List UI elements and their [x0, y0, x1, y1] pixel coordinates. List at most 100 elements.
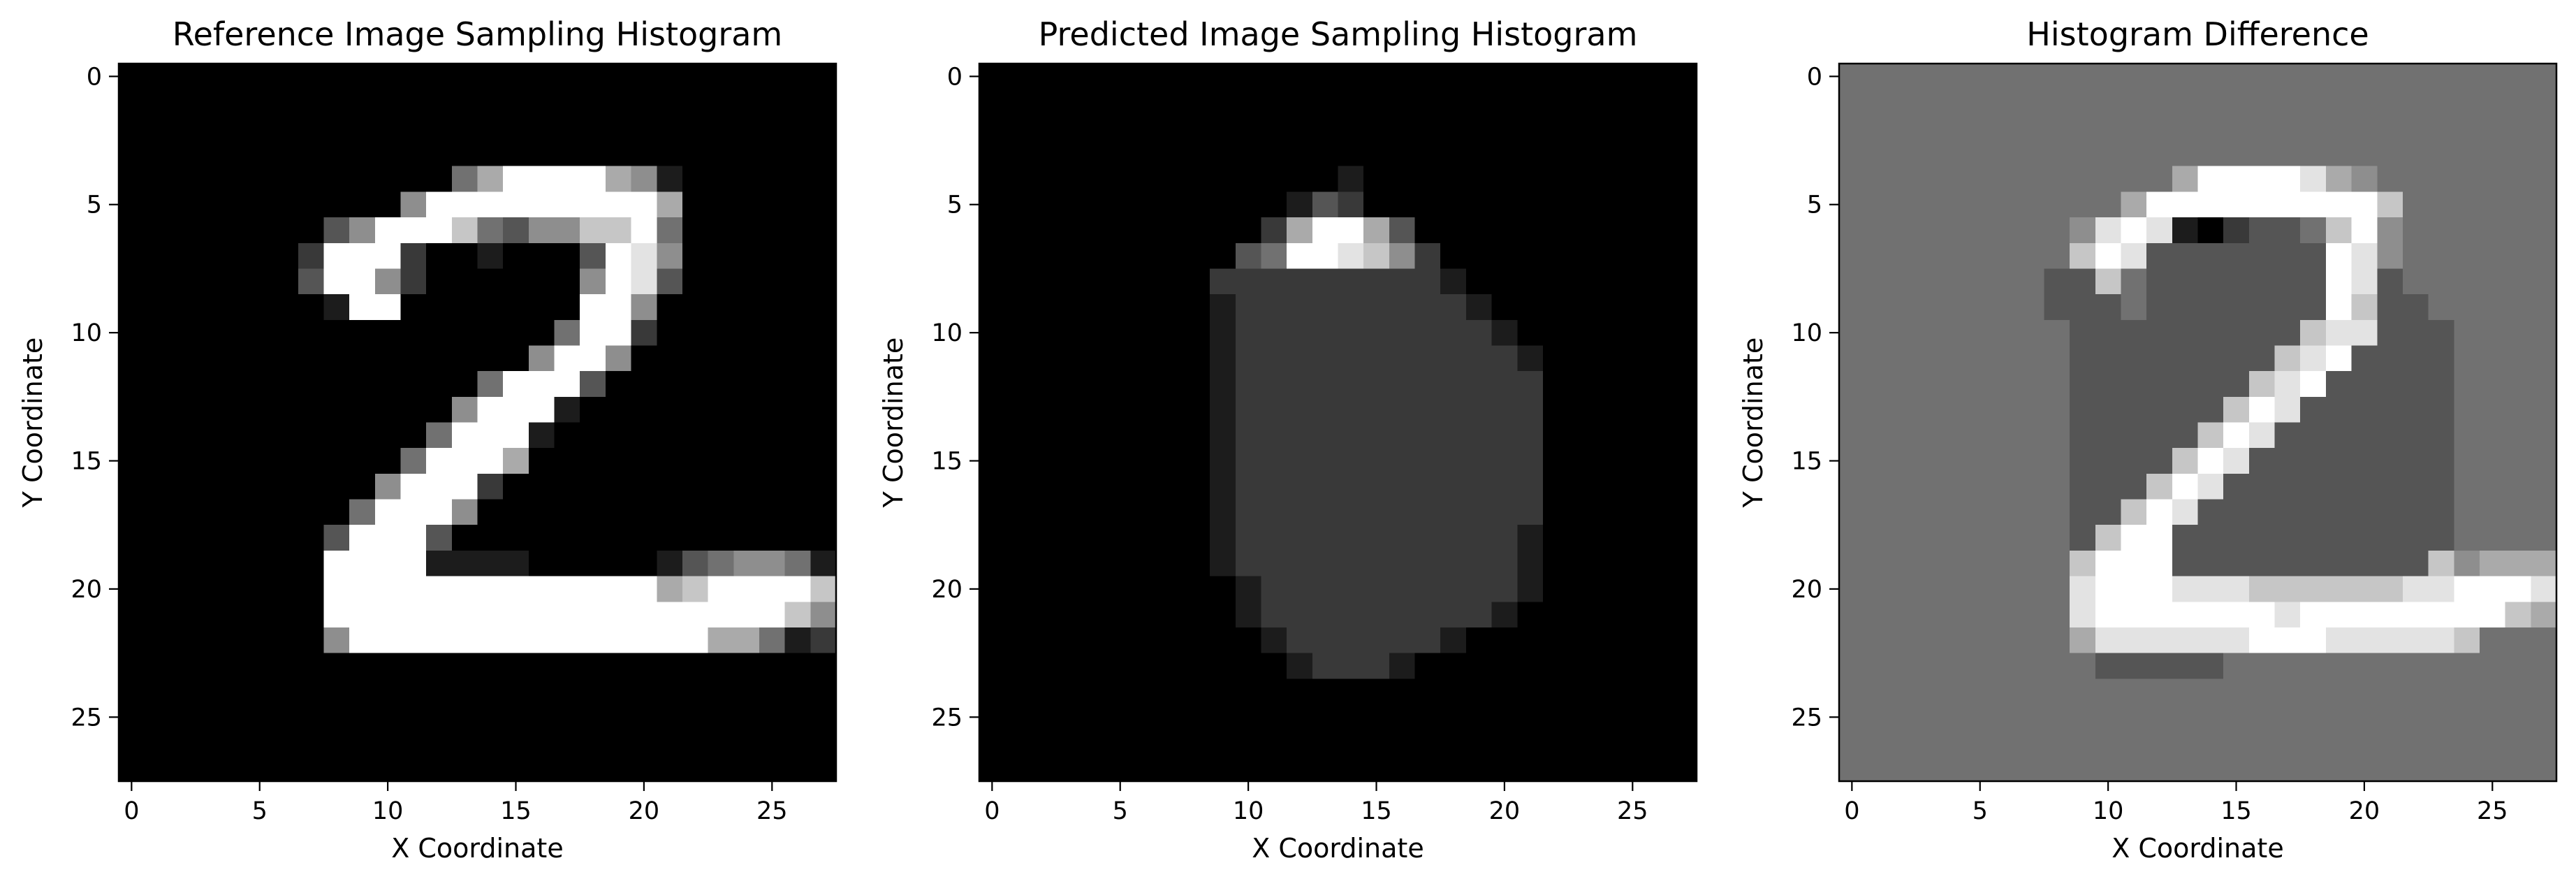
heatmap-cell	[1440, 191, 1467, 218]
heatmap-cell	[1107, 627, 1134, 654]
heatmap-cell	[2479, 627, 2506, 654]
heatmap-cell	[1645, 473, 1671, 500]
heatmap-cell	[170, 755, 196, 782]
heatmap-cell	[400, 653, 427, 679]
heatmap-cell	[2428, 191, 2454, 218]
heatmap-cell	[323, 89, 350, 115]
heatmap-cell	[144, 729, 170, 756]
heatmap-cell	[2402, 550, 2429, 577]
heatmap-cell	[2121, 576, 2147, 602]
heatmap-cell	[2428, 755, 2454, 782]
heatmap-cell	[1864, 64, 1891, 90]
heatmap-cell	[2121, 525, 2147, 551]
heatmap-cell	[1594, 627, 1620, 654]
heatmap-cell	[1594, 371, 1620, 398]
heatmap-cell	[631, 473, 657, 500]
x-tick-label: 15	[2220, 797, 2252, 825]
heatmap-cell	[477, 242, 504, 270]
heatmap-cell	[426, 217, 453, 244]
heatmap-cell	[2070, 396, 2096, 423]
heatmap-cell	[1619, 294, 1646, 321]
heatmap-cell	[2146, 602, 2173, 628]
heatmap-cell	[1133, 396, 1159, 423]
heatmap-cell	[298, 268, 325, 295]
heatmap-cell	[503, 64, 529, 90]
heatmap-cell	[1389, 345, 1416, 372]
heatmap-cell	[1287, 729, 1313, 756]
heatmap-cell	[1414, 525, 1441, 551]
heatmap-cell	[1107, 191, 1134, 218]
heatmap-cell	[1389, 422, 1416, 449]
heatmap-cell	[2402, 294, 2429, 321]
heatmap-cell	[144, 627, 170, 654]
heatmap-cell	[1389, 294, 1416, 321]
heatmap-cell	[1645, 166, 1671, 192]
heatmap-cell	[1261, 729, 1287, 756]
heatmap-cell	[2223, 242, 2250, 270]
chart-title: Reference Image Sampling Histogram	[173, 15, 783, 53]
heatmap-cell	[1890, 550, 1917, 577]
heatmap-cell	[2479, 755, 2506, 782]
heatmap-cell	[1261, 678, 1287, 705]
heatmap-cell	[580, 191, 606, 218]
heatmap-cell	[1081, 499, 1108, 525]
heatmap-cell	[554, 602, 580, 628]
heatmap-cell	[605, 396, 632, 423]
heatmap-cell	[2428, 678, 2454, 705]
heatmap-cell	[374, 140, 402, 167]
heatmap-cell	[1363, 602, 1390, 628]
heatmap-cell	[1916, 345, 1942, 372]
heatmap-cell	[2531, 140, 2557, 167]
heatmap-cell	[451, 217, 478, 244]
heatmap-cell	[400, 115, 427, 141]
heatmap-cell	[554, 396, 580, 423]
heatmap-cell	[1414, 242, 1441, 270]
heatmap-cell	[1491, 396, 1518, 423]
heatmap-cell	[247, 602, 273, 628]
heatmap-cell	[1594, 653, 1620, 679]
heatmap-cell	[554, 576, 580, 602]
heatmap-cell	[451, 678, 478, 705]
heatmap-cell	[221, 627, 247, 654]
heatmap-cell	[2248, 525, 2276, 551]
heatmap-cell	[1235, 525, 1262, 551]
heatmap-cell	[1465, 499, 1493, 525]
heatmap-cell	[759, 653, 786, 679]
y-tick-label: 25	[931, 704, 963, 732]
heatmap-cell	[298, 166, 325, 192]
heatmap-cell	[2428, 653, 2454, 679]
heatmap-cell	[323, 653, 350, 679]
heatmap-cell	[1081, 140, 1108, 167]
heatmap-cell	[1645, 89, 1671, 115]
heatmap-cell	[400, 448, 427, 474]
heatmap-cell	[1465, 704, 1493, 731]
heatmap-cell	[503, 678, 529, 705]
heatmap-cell	[2479, 678, 2506, 705]
heatmap-cell	[323, 499, 350, 525]
heatmap-cell	[1287, 396, 1313, 423]
heatmap-cell	[682, 422, 709, 449]
heatmap-cell	[2325, 242, 2352, 270]
heatmap-cell	[1287, 422, 1313, 449]
heatmap-cell	[605, 576, 632, 602]
heatmap-cell	[1671, 64, 1697, 90]
heatmap-cell	[810, 64, 837, 90]
heatmap-cell	[349, 345, 376, 372]
heatmap-cell	[1363, 64, 1390, 90]
heatmap-cell	[1030, 576, 1057, 602]
heatmap-cell	[1235, 550, 1262, 577]
heatmap-cell	[2070, 576, 2096, 602]
heatmap-cell	[657, 422, 683, 449]
heatmap-cell	[2531, 268, 2557, 295]
heatmap-cell	[1941, 473, 1968, 500]
heatmap-cell	[1081, 242, 1108, 270]
heatmap-cell	[2351, 191, 2378, 218]
heatmap-cell	[2172, 525, 2199, 551]
heatmap-cell	[759, 755, 786, 782]
y-tick-label: 25	[1791, 704, 1822, 732]
heatmap-cell	[2325, 678, 2352, 705]
y-tick-label: 0	[87, 63, 102, 91]
heatmap-cell	[1864, 627, 1891, 654]
heatmap-cell	[1414, 64, 1441, 90]
heatmap-cell	[784, 499, 811, 525]
